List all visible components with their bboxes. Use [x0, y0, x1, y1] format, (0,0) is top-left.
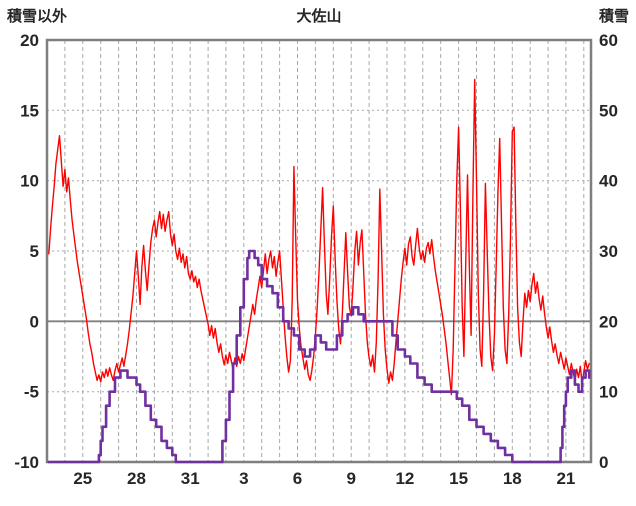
left-axis-tick-label: -5	[24, 383, 39, 402]
x-axis-tick-label: 15	[449, 469, 468, 488]
left-axis-tick-label: 10	[20, 172, 39, 191]
x-axis-tick-label: 6	[293, 469, 302, 488]
right-axis-tick-label: 60	[599, 31, 618, 50]
x-axis-tick-label: 21	[556, 469, 575, 488]
snow-depth-line	[47, 249, 591, 464]
right-axis-title: 積雪	[598, 7, 629, 25]
left-axis-tick-label: 20	[20, 31, 39, 50]
right-axis-tick-label: 30	[599, 242, 618, 261]
x-axis-tick-label: 9	[346, 469, 355, 488]
x-axis-tick-label: 25	[73, 469, 92, 488]
x-axis-tick-label: 31	[181, 469, 200, 488]
gridlines-layer	[47, 40, 591, 462]
right-axis-tick-label: 0	[599, 453, 608, 472]
left-axis-tick-label: -10	[14, 453, 39, 472]
x-axis-tick-label: 12	[395, 469, 414, 488]
left-axis-tick-label: 5	[30, 242, 39, 261]
right-axis-tick-label: 50	[599, 101, 618, 120]
right-axis-tick-label: 40	[599, 172, 618, 191]
x-axis-tick-label: 18	[503, 469, 522, 488]
left-axis-tick-label: 0	[30, 312, 39, 331]
temperature-line	[48, 78, 590, 396]
left-axis-tick-label: 15	[20, 101, 39, 120]
plot-border	[45, 38, 593, 464]
right-axis-tick-label: 20	[599, 312, 618, 331]
plot-frame-layer	[45, 38, 593, 464]
left-axis-title: 積雪以外	[6, 7, 67, 25]
series-layer	[47, 78, 591, 464]
chart-title: 大佐山	[296, 7, 341, 25]
right-axis-tick-label: 10	[599, 383, 618, 402]
x-axis-tick-label: 3	[239, 469, 248, 488]
x-axis-tick-label: 28	[127, 469, 146, 488]
